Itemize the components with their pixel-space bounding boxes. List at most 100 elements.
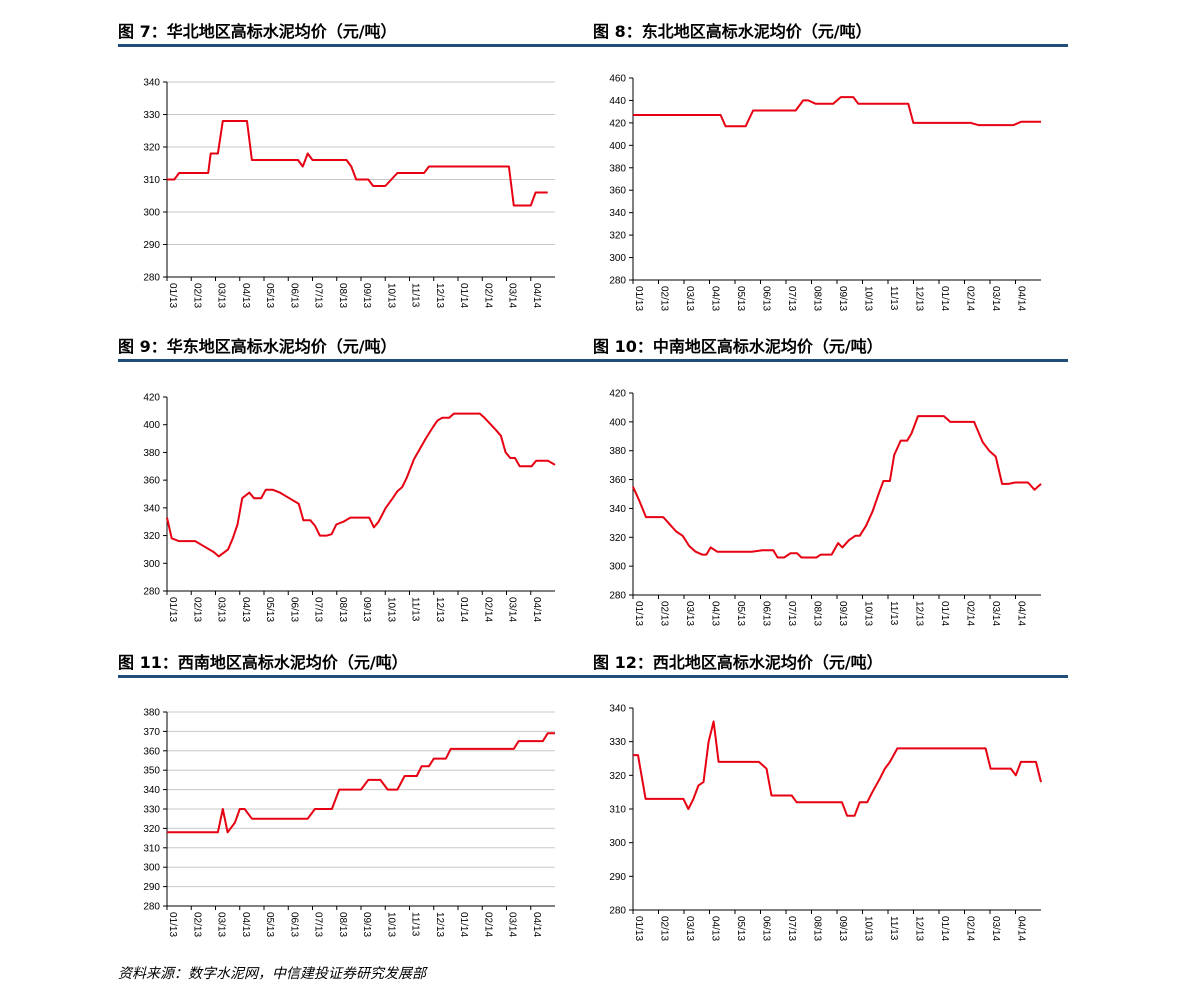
x-tick-label: 12/13 bbox=[434, 912, 445, 937]
x-tick-label: 08/13 bbox=[337, 283, 348, 308]
x-tick-label: 07/13 bbox=[786, 601, 797, 626]
y-tick-label: 280 bbox=[609, 276, 626, 287]
x-tick-label: 04/13 bbox=[240, 912, 251, 937]
y-tick-label: 310 bbox=[143, 175, 160, 186]
x-tick-label: 11/13 bbox=[888, 916, 899, 941]
source-note: 资料来源：数字水泥网，中信建投证券研究发展部 bbox=[118, 966, 426, 982]
line-chart: 280 300 320 340 360 380 400 420 01/13 02/13 03/13 0… bbox=[609, 389, 1042, 626]
chart-panel-northeast: 图 8：东北地区高标水泥均价（元/吨） 280 300 320 340 360 380 40… bbox=[593, 18, 1068, 328]
x-tick-label: 03/13 bbox=[216, 283, 227, 308]
y-tick-label: 370 bbox=[143, 727, 160, 738]
y-tick-label: 320 bbox=[143, 824, 160, 835]
y-tick-label: 300 bbox=[609, 562, 626, 573]
x-tick-label: 02/14 bbox=[482, 283, 493, 308]
x-tick-label: 01/13 bbox=[167, 597, 178, 622]
x-tick-label: 02/13 bbox=[659, 916, 670, 941]
chart-panel-northwest: 图 12：西北地区高标水泥均价（元/吨） 280 290 300 310 320 330 3… bbox=[593, 649, 1068, 959]
y-tick-label: 380 bbox=[143, 448, 160, 459]
x-tick-label: 02/13 bbox=[659, 601, 670, 626]
x-tick-label: 02/13 bbox=[191, 597, 202, 622]
y-tick-label: 320 bbox=[609, 231, 626, 242]
x-tick-label: 11/13 bbox=[888, 601, 899, 626]
x-tick-label: 02/14 bbox=[965, 601, 976, 626]
x-tick-label: 03/14 bbox=[990, 916, 1001, 941]
chart-panel-southwest: 图 11：西南地区高标水泥均价（元/吨） 280 290 300 310 320 330 3… bbox=[118, 649, 1068, 959]
y-tick-label: 320 bbox=[609, 771, 626, 782]
x-tick-label: 09/13 bbox=[361, 283, 372, 308]
chart-title: 图 10：中南地区高标水泥均价（元/吨） bbox=[593, 337, 883, 356]
y-tick-label: 330 bbox=[143, 110, 160, 121]
x-tick-label: 11/13 bbox=[410, 283, 421, 308]
x-tick-label: 12/13 bbox=[914, 286, 925, 311]
x-tick-label: 03/13 bbox=[216, 912, 227, 937]
y-tick-label: 300 bbox=[143, 208, 160, 219]
x-tick-label: 08/13 bbox=[812, 286, 823, 311]
y-tick-label: 400 bbox=[609, 417, 626, 428]
y-tick-label: 320 bbox=[143, 143, 160, 154]
y-tick-label: 400 bbox=[609, 141, 626, 152]
x-tick-label: 11/13 bbox=[410, 597, 421, 622]
x-tick-label: 09/13 bbox=[837, 286, 848, 311]
x-tick-label: 06/13 bbox=[288, 912, 299, 937]
x-tick-label: 06/13 bbox=[761, 601, 772, 626]
x-tick-label: 04/14 bbox=[531, 912, 542, 937]
y-tick-label: 280 bbox=[143, 902, 160, 913]
x-tick-label: 04/13 bbox=[710, 916, 721, 941]
y-tick-label: 320 bbox=[143, 531, 160, 542]
y-tick-label: 340 bbox=[143, 785, 160, 796]
x-tick-label: 06/13 bbox=[761, 286, 772, 311]
y-tick-label: 330 bbox=[609, 737, 626, 748]
x-tick-label: 01/13 bbox=[167, 912, 178, 937]
y-tick-label: 310 bbox=[609, 805, 626, 816]
y-tick-label: 380 bbox=[609, 446, 626, 457]
y-tick-label: 460 bbox=[609, 74, 626, 85]
x-tick-label: 10/13 bbox=[863, 286, 874, 311]
x-tick-label: 04/13 bbox=[710, 286, 721, 311]
x-tick-label: 07/13 bbox=[786, 916, 797, 941]
x-tick-label: 05/13 bbox=[264, 597, 275, 622]
y-tick-label: 280 bbox=[609, 591, 626, 602]
x-tick-label: 01/13 bbox=[633, 286, 644, 311]
x-tick-label: 03/13 bbox=[216, 597, 227, 622]
chart-panel-north: 图 7：华北地区高标水泥均价（元/吨） 280 290 300 310 320 330 34… bbox=[118, 18, 1068, 328]
x-tick-label: 02/14 bbox=[482, 912, 493, 937]
x-tick-label: 01/13 bbox=[167, 283, 178, 308]
x-tick-label: 12/13 bbox=[914, 916, 925, 941]
y-tick-label: 380 bbox=[143, 708, 160, 719]
title-rule bbox=[118, 44, 1068, 47]
x-tick-label: 03/14 bbox=[507, 912, 518, 937]
x-tick-label: 03/13 bbox=[684, 916, 695, 941]
line-chart: 280 300 320 340 360 380 400 420 01/13 02/13 03/13 0… bbox=[143, 393, 556, 622]
x-tick-label: 03/14 bbox=[990, 601, 1001, 626]
line-chart: 280 290 300 310 320 330 340 01/13 02/13 03/13 04/1… bbox=[609, 704, 1042, 941]
y-tick-label: 360 bbox=[609, 186, 626, 197]
title-rule bbox=[118, 675, 1068, 678]
x-tick-label: 06/13 bbox=[761, 916, 772, 941]
x-tick-label: 09/13 bbox=[361, 597, 372, 622]
x-tick-label: 11/13 bbox=[888, 286, 899, 311]
x-tick-label: 08/13 bbox=[337, 912, 348, 937]
y-tick-label: 340 bbox=[609, 704, 626, 715]
y-tick-label: 300 bbox=[143, 559, 160, 570]
x-tick-label: 12/13 bbox=[434, 597, 445, 622]
y-tick-label: 350 bbox=[143, 766, 160, 777]
price-line bbox=[632, 415, 1042, 559]
x-tick-label: 01/13 bbox=[633, 916, 644, 941]
price-line bbox=[166, 412, 556, 558]
line-chart: 280 300 320 340 360 380 400 420 440 460 01/13 02/13… bbox=[609, 74, 1041, 311]
x-tick-label: 01/14 bbox=[458, 912, 469, 937]
line-chart: 280 290 300 310 320 330 340 01/13 02/13 03/13 04/1… bbox=[143, 78, 555, 308]
chart-title: 图 11：西南地区高标水泥均价（元/吨） bbox=[118, 653, 408, 672]
y-tick-label: 340 bbox=[609, 208, 626, 219]
y-tick-label: 420 bbox=[143, 393, 160, 404]
y-tick-label: 330 bbox=[143, 805, 160, 816]
line-chart: 280 290 300 310 320 330 340 350 360 370 380 01/13 02… bbox=[143, 708, 555, 937]
y-tick-label: 300 bbox=[609, 253, 626, 264]
x-tick-label: 04/14 bbox=[1016, 916, 1027, 941]
x-tick-label: 04/14 bbox=[531, 283, 542, 308]
x-tick-label: 02/13 bbox=[191, 283, 202, 308]
x-tick-label: 09/13 bbox=[837, 601, 848, 626]
y-tick-label: 340 bbox=[143, 503, 160, 514]
x-tick-label: 09/13 bbox=[361, 912, 372, 937]
x-tick-label: 10/13 bbox=[385, 283, 396, 308]
